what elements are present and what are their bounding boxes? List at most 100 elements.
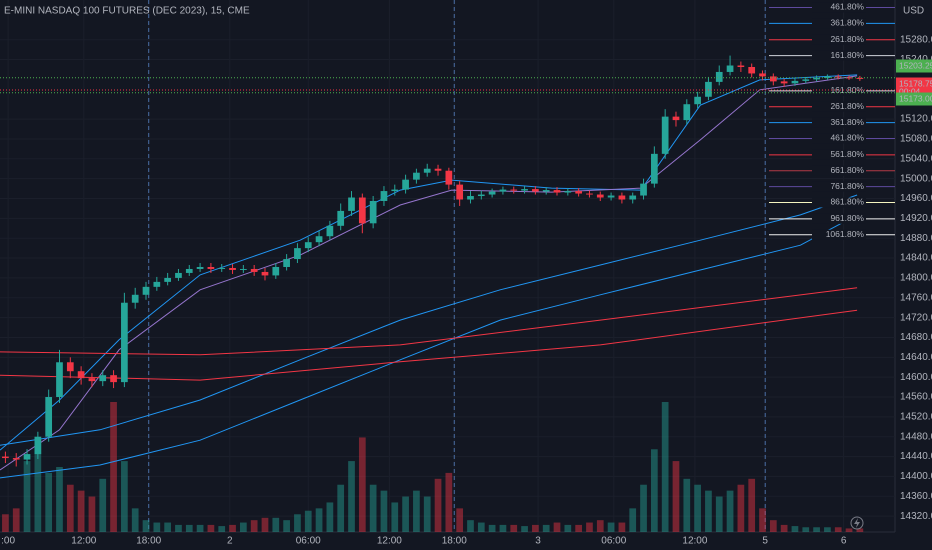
volume-bar <box>467 520 474 532</box>
volume-bar <box>672 461 680 532</box>
candle-body <box>499 189 507 192</box>
y-tick-label: 14960.00 <box>900 193 932 204</box>
volume-bar <box>542 524 550 532</box>
volume-bar <box>564 524 572 532</box>
candle-body <box>272 266 280 276</box>
candle-body <box>705 81 712 97</box>
volume-bar <box>164 522 171 532</box>
volume-bar <box>845 528 853 532</box>
moving-averages <box>0 74 858 479</box>
icon-bolt[interactable] <box>854 518 860 528</box>
candle-body <box>23 454 31 460</box>
volume-bar <box>737 484 745 532</box>
volume-bar <box>326 502 334 532</box>
x-tick-label: 2 <box>227 536 233 547</box>
candle-body <box>748 66 756 74</box>
volume-bar <box>348 461 355 532</box>
volume-bar <box>575 524 582 532</box>
fib-label-bg <box>812 18 866 29</box>
candle-body <box>185 268 193 273</box>
fib-label-bg <box>812 34 866 45</box>
y-tick-label: 14800.00 <box>900 273 932 284</box>
y-tick-label: 14400.00 <box>900 471 932 482</box>
volume-bar <box>88 496 96 532</box>
volume-bar <box>629 508 637 532</box>
x-tick-label: 12:00 <box>377 536 402 547</box>
volume-bar <box>272 517 280 532</box>
candle-body <box>369 200 377 224</box>
x-tick-label: 5 <box>762 536 768 547</box>
volume-bar <box>77 490 85 532</box>
volume-bar <box>56 467 63 532</box>
volume-bar <box>423 496 431 532</box>
candle-body <box>521 189 528 191</box>
volume-bar <box>402 496 409 532</box>
candle-body <box>802 79 810 81</box>
candle-body <box>694 96 701 105</box>
icon-circle[interactable] <box>850 516 864 530</box>
x-tick-label: 06:00 <box>296 536 321 547</box>
volume-bar <box>834 527 842 532</box>
volume-bar <box>791 526 799 532</box>
volume-bar <box>23 461 31 532</box>
candle-body <box>672 116 680 121</box>
candle-body <box>683 104 691 121</box>
candle-body <box>315 236 323 243</box>
volume-bar <box>705 490 712 532</box>
volume-bar <box>532 524 539 532</box>
fib-label: 461.80% <box>830 2 864 12</box>
y-tick-label: 14840.00 <box>900 253 932 264</box>
y-tick-label: 14680.00 <box>900 332 932 343</box>
fib-label: 361.80% <box>830 117 864 127</box>
volume-bar <box>207 524 215 532</box>
candle-body <box>813 77 820 80</box>
fib-label: 1061.80% <box>826 229 865 239</box>
price-tag-label: 15173.00 <box>899 93 932 103</box>
candle-body <box>45 397 53 437</box>
volume-bar <box>813 527 820 532</box>
candle-body <box>196 266 204 269</box>
volume-bar <box>196 524 204 532</box>
y-tick-label: 15280.00 <box>900 34 932 45</box>
candle-body <box>640 183 647 196</box>
candle-body <box>56 362 63 398</box>
fib-label-bg <box>812 2 866 13</box>
volume-bar <box>142 520 150 532</box>
x-tick-label: 12:00 <box>682 536 707 547</box>
candle-body <box>423 168 431 173</box>
price-tag <box>896 92 932 106</box>
candle-body <box>348 197 355 211</box>
x-tick-label: 06:00 <box>601 536 626 547</box>
replay-icon[interactable] <box>850 516 864 530</box>
candle-body <box>358 197 366 224</box>
y-tick-label: 14440.00 <box>900 451 932 462</box>
candle-body <box>824 76 831 78</box>
y-tick-label: 14760.00 <box>900 292 932 303</box>
volume-bar <box>337 484 345 532</box>
x-tick-label: 18:00 <box>442 536 467 547</box>
volume-bar <box>856 528 864 532</box>
candle-body <box>326 225 334 237</box>
volume-bar <box>358 437 366 532</box>
volume-bar <box>488 524 496 532</box>
volume-bar <box>434 478 442 532</box>
candle-body <box>88 378 96 382</box>
candle-body <box>477 194 485 197</box>
candle-body <box>791 80 799 84</box>
candle-body <box>283 259 290 267</box>
volume-bar <box>824 527 831 532</box>
candle-body <box>175 272 182 278</box>
fib-label-bg <box>812 50 866 61</box>
volume-bar <box>369 484 377 532</box>
volume-bar <box>715 496 723 532</box>
candle-body <box>218 267 226 269</box>
volume-bar <box>2 514 9 532</box>
candle-body <box>294 248 301 260</box>
volume-bar <box>748 478 756 532</box>
volume-bar <box>99 478 107 532</box>
volume-bar <box>315 508 323 532</box>
volume-bar <box>185 524 193 532</box>
candle-body <box>142 286 150 295</box>
ma-line <box>0 74 858 451</box>
